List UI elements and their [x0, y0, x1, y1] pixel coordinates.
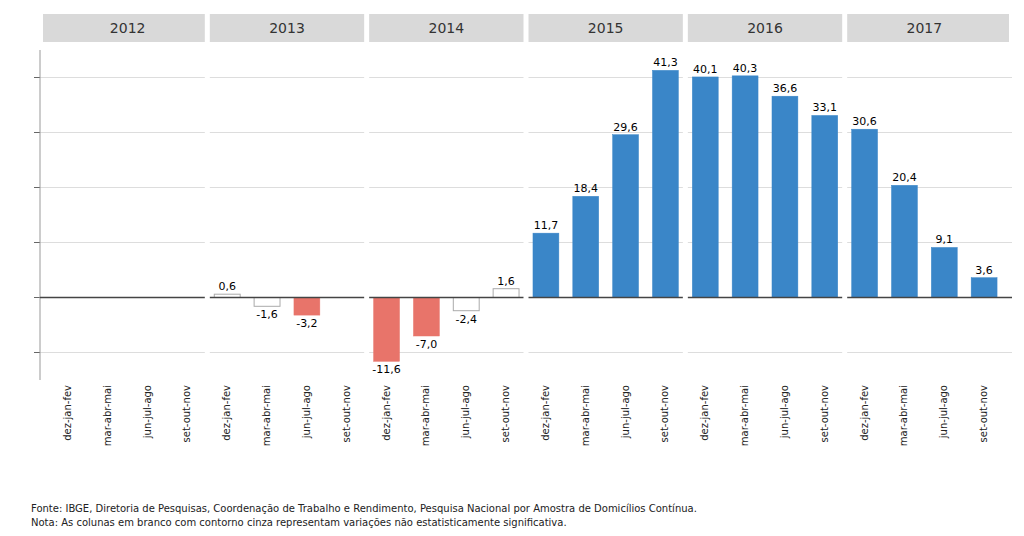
x-tick-label: dez-jan-fev: [381, 385, 392, 441]
x-tick-label: jun-jul-ago: [779, 385, 790, 439]
footer-note: Fonte: IBGE, Diretoria de Pesquisas, Coo…: [31, 503, 697, 514]
x-tick-labels: dez-jan-fev mar-abr-mai jun-jul-ago set-out…: [62, 385, 989, 446]
x-tick-label: mar-abr-mai: [898, 385, 909, 446]
x-tick-label: set-out-nov: [819, 385, 830, 443]
tick-mark: [34, 352, 40, 353]
bar: [971, 278, 997, 298]
group-separator: [364, 14, 369, 380]
x-tick-label: mar-abr-mai: [739, 385, 750, 446]
bar: [493, 289, 519, 298]
bar: [613, 135, 639, 298]
data-label: -7,0: [416, 338, 437, 351]
data-label: 9,1: [936, 233, 954, 246]
x-tick-label: jun-jul-ago: [938, 385, 949, 439]
group-header-box: [840, 14, 1009, 42]
x-tick-label: mar-abr-mai: [102, 385, 113, 446]
data-label: 3,6: [975, 264, 993, 277]
bar: [931, 247, 957, 297]
bar: [852, 129, 878, 297]
data-label: 29,6: [613, 121, 638, 134]
bar: [652, 70, 678, 297]
footer-note: Nota: As colunas em branco com contorno …: [31, 517, 567, 528]
x-tick-label: jun-jul-ago: [620, 385, 631, 439]
group-separator: [842, 14, 847, 380]
y-axis-line: [40, 50, 41, 380]
data-labels: 0,6 -1,6 -3,2 -11,6 -7,0 -2,4 1,6 11,7 18,4 29,6 4…: [218, 56, 992, 376]
bar: [573, 196, 599, 297]
data-label: 36,6: [773, 82, 798, 95]
x-tick-label: dez-jan-fev: [859, 385, 870, 441]
bar: [533, 233, 559, 297]
data-label: 40,3: [733, 62, 758, 75]
data-label: 30,6: [852, 115, 877, 128]
group-separator: [683, 14, 688, 380]
bar: [413, 298, 439, 337]
x-tick-label: mar-abr-mai: [420, 385, 431, 446]
x-tick-label: dez-jan-fev: [62, 385, 73, 441]
data-label: -1,6: [256, 308, 277, 321]
data-label: 41,3: [653, 56, 678, 69]
group-label: 2012: [110, 20, 146, 36]
data-label: 1,6: [497, 275, 515, 288]
data-label: -11,6: [372, 363, 400, 376]
tick-mark: [34, 132, 40, 133]
group-label: 2015: [588, 20, 624, 36]
chart: 0,6 -1,6 -3,2 -11,6 -7,0 -2,4 1,6 11,7 18,4 29,6 4…: [0, 0, 1024, 536]
bar: [294, 298, 320, 316]
group-header-box: [362, 14, 531, 42]
group-header-box: [680, 14, 849, 42]
tick-mark: [34, 242, 40, 243]
x-tick-label: jun-jul-ago: [301, 385, 312, 439]
x-tick-label: dez-jan-fev: [699, 385, 710, 441]
bar: [732, 76, 758, 298]
x-tick-label: dez-jan-fev: [221, 385, 232, 441]
bar: [772, 96, 798, 297]
footer: Fonte: IBGE, Diretoria de Pesquisas, Coo…: [31, 503, 697, 528]
x-tick-label: set-out-nov: [500, 385, 511, 443]
grid: [34, 50, 1012, 380]
data-label: -3,2: [296, 317, 317, 330]
group-header-box: [521, 14, 690, 42]
data-label: -2,4: [456, 313, 477, 326]
bars: [214, 70, 997, 361]
group-header-box: [202, 14, 371, 42]
x-tick-label: set-out-nov: [659, 385, 670, 443]
x-tick-label: mar-abr-mai: [261, 385, 272, 446]
data-label: 33,1: [813, 101, 838, 114]
bar: [374, 298, 400, 362]
bar: [812, 115, 838, 297]
x-tick-label: mar-abr-mai: [580, 385, 591, 446]
x-tick-label: jun-jul-ago: [460, 385, 471, 439]
x-tick-label: jun-jul-ago: [142, 385, 153, 439]
x-tick-label: set-out-nov: [181, 385, 192, 443]
group-header-box: [43, 14, 212, 42]
x-tick-label: set-out-nov: [978, 385, 989, 443]
data-label: 20,4: [892, 171, 917, 184]
bar: [254, 298, 280, 307]
bar: [692, 77, 718, 298]
group-separator: [524, 14, 529, 380]
bar: [891, 185, 917, 297]
tick-mark: [34, 297, 40, 298]
data-label: 11,7: [534, 219, 559, 232]
group-label: 2016: [747, 20, 783, 36]
group-label: 2017: [907, 20, 943, 36]
separators: [207, 14, 844, 380]
bar: [453, 298, 479, 311]
tick-mark: [34, 77, 40, 78]
group-label: 2014: [429, 20, 465, 36]
data-label: 18,4: [574, 182, 599, 195]
group-separator: [205, 14, 210, 380]
data-label: 0,6: [218, 280, 236, 293]
x-tick-label: dez-jan-fev: [540, 385, 551, 441]
x-tick-label: set-out-nov: [341, 385, 352, 443]
data-label: 40,1: [693, 63, 718, 76]
tick-mark: [34, 187, 40, 188]
group-label: 2013: [269, 20, 305, 36]
